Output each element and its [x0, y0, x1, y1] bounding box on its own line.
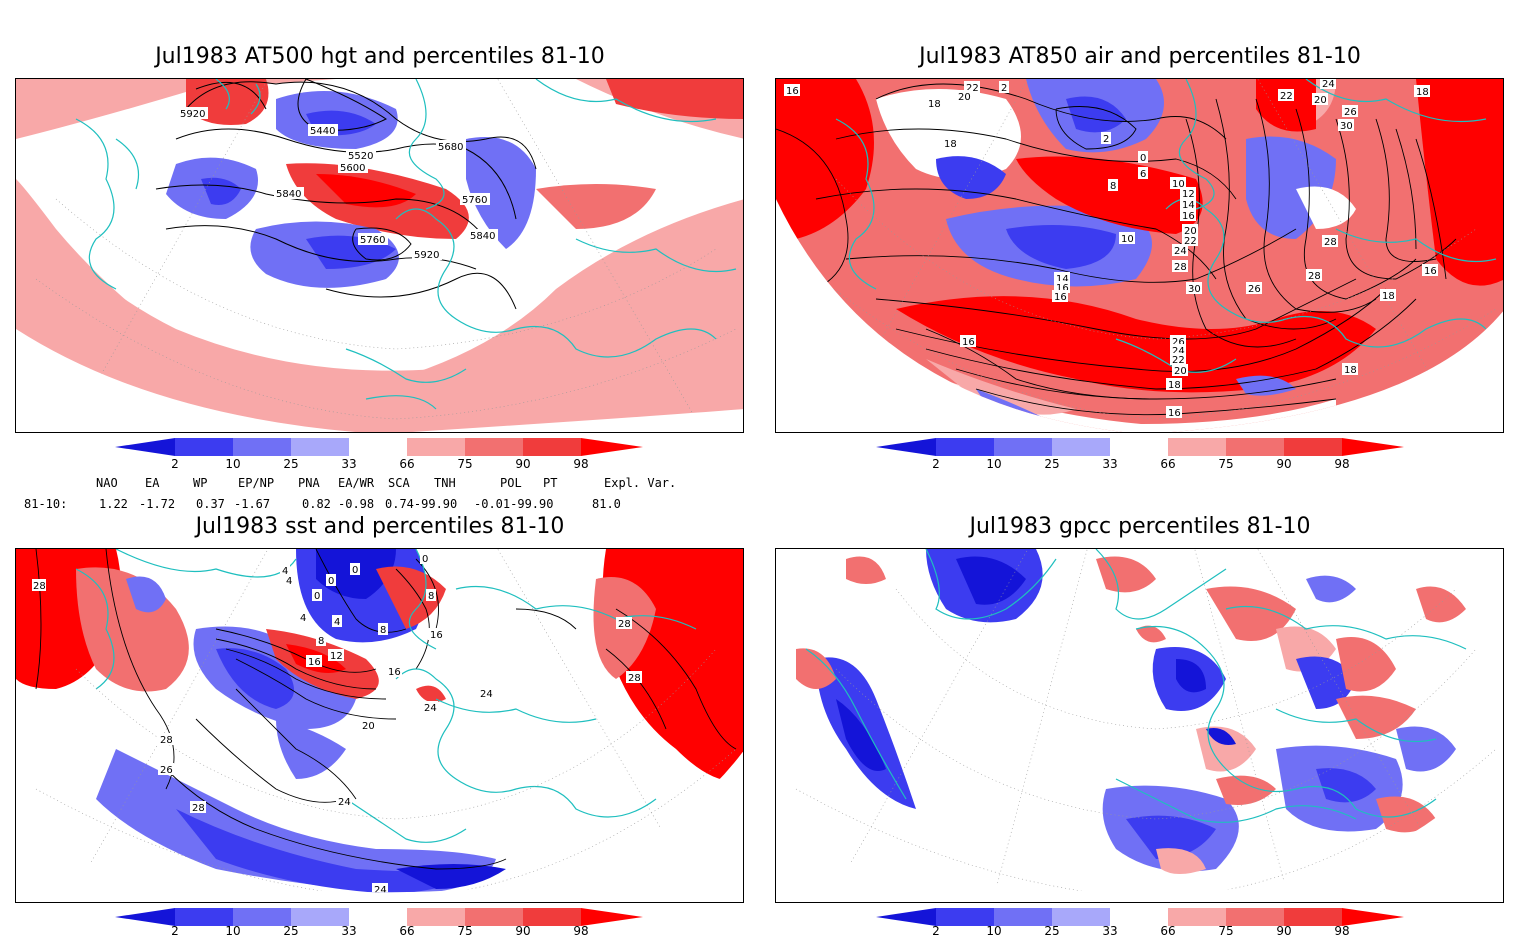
svg-text:5600: 5600: [340, 163, 365, 174]
svg-text:4: 4: [334, 617, 340, 628]
svg-text:28: 28: [618, 619, 631, 630]
colorbar-sst: [115, 908, 643, 926]
svg-text:5840: 5840: [276, 189, 301, 200]
svg-text:10: 10: [1172, 179, 1185, 190]
svg-text:22: 22: [1184, 236, 1197, 247]
svg-text:8: 8: [380, 625, 386, 636]
svg-text:5920: 5920: [180, 109, 205, 120]
svg-text:16: 16: [1182, 211, 1195, 222]
svg-text:18: 18: [1168, 380, 1181, 391]
svg-text:5920: 5920: [414, 250, 439, 261]
map-sst: 28 4 4 0 0 0 0 4 8 4 8 8 12 16 16 16 20 …: [15, 548, 744, 903]
svg-text:18: 18: [944, 139, 957, 150]
svg-text:5760: 5760: [462, 195, 487, 206]
svg-text:28: 28: [1308, 271, 1321, 282]
svg-text:4: 4: [282, 566, 288, 577]
panel-title-hgt500: Jul1983 AT500 hgt and percentiles 81-10: [155, 44, 605, 69]
svg-text:28: 28: [33, 581, 46, 592]
svg-text:16: 16: [1056, 283, 1069, 294]
svg-text:16: 16: [308, 657, 321, 668]
colorbar-hgt500: [115, 438, 643, 456]
svg-text:24: 24: [1172, 346, 1185, 357]
svg-text:24: 24: [480, 689, 493, 700]
svg-text:16: 16: [786, 86, 799, 97]
svg-text:26: 26: [1248, 284, 1261, 295]
svg-text:28: 28: [1174, 262, 1187, 273]
svg-text:5760: 5760: [360, 235, 385, 246]
svg-text:2: 2: [1001, 83, 1007, 94]
svg-text:5440: 5440: [310, 126, 335, 137]
svg-text:26: 26: [1172, 337, 1185, 348]
svg-text:30: 30: [1188, 284, 1201, 295]
svg-text:20: 20: [1184, 226, 1197, 237]
svg-text:18: 18: [1344, 365, 1357, 376]
svg-text:24: 24: [1322, 79, 1335, 90]
svg-text:0: 0: [422, 554, 428, 565]
svg-text:5840: 5840: [470, 231, 495, 242]
svg-text:24: 24: [424, 703, 437, 714]
colorbar-air850: [876, 438, 1404, 456]
svg-text:5520: 5520: [348, 151, 373, 162]
contour-labels-air850: 16 22 20 18 2 18 2 0 6 8 10 12 14 16 20 …: [784, 79, 1438, 419]
colorbar-gpcc: [876, 908, 1404, 926]
svg-text:22: 22: [966, 83, 979, 94]
svg-text:16: 16: [962, 337, 975, 348]
svg-text:12: 12: [330, 651, 343, 662]
svg-text:16: 16: [1054, 292, 1067, 303]
svg-text:0: 0: [352, 565, 358, 576]
svg-text:8: 8: [318, 636, 324, 647]
svg-text:8: 8: [428, 591, 434, 602]
svg-text:20: 20: [958, 92, 971, 103]
svg-text:24: 24: [374, 885, 387, 896]
svg-text:18: 18: [928, 99, 941, 110]
svg-text:24: 24: [338, 797, 351, 808]
svg-text:28: 28: [628, 673, 641, 684]
svg-text:4: 4: [286, 576, 292, 587]
map-hgt500: 5920 5440 5520 5600 5680 5840 5760 5760 …: [15, 78, 744, 433]
svg-text:6: 6: [1140, 169, 1146, 180]
map-gpcc: [775, 548, 1504, 903]
svg-text:22: 22: [1172, 355, 1185, 366]
map-air850: 16 22 20 18 2 18 2 0 6 8 10 12 14 16 20 …: [775, 78, 1504, 433]
svg-text:16: 16: [430, 630, 443, 641]
svg-text:8: 8: [1110, 181, 1116, 192]
svg-text:28: 28: [1324, 237, 1337, 248]
svg-text:18: 18: [1416, 87, 1429, 98]
svg-text:22: 22: [1280, 91, 1293, 102]
panel-title-sst: Jul1983 sst and percentiles 81-10: [195, 514, 565, 539]
svg-text:16: 16: [1424, 266, 1437, 277]
svg-text:24: 24: [1174, 246, 1187, 257]
svg-text:20: 20: [1314, 95, 1327, 106]
svg-text:16: 16: [1168, 408, 1181, 419]
svg-text:26: 26: [1344, 107, 1357, 118]
svg-text:0: 0: [1140, 153, 1146, 164]
svg-text:14: 14: [1056, 274, 1069, 285]
contour-labels-hgt500: 5920 5440 5520 5600 5680 5840 5760 5760 …: [178, 107, 498, 261]
svg-text:10: 10: [1121, 234, 1134, 245]
panel-title-gpcc: Jul1983 gpcc percentiles 81-10: [969, 514, 1311, 539]
svg-text:4: 4: [300, 613, 306, 624]
svg-text:20: 20: [362, 721, 375, 732]
svg-text:5680: 5680: [438, 142, 463, 153]
svg-text:30: 30: [1340, 121, 1353, 132]
svg-text:16: 16: [388, 667, 401, 678]
svg-text:20: 20: [1174, 366, 1187, 377]
svg-text:2: 2: [1103, 134, 1109, 145]
svg-text:26: 26: [160, 765, 173, 776]
contour-labels-sst: 28 4 4 0 0 0 0 4 8 4 8 8 12 16 16 16 20 …: [32, 552, 642, 896]
panel-title-air850: Jul1983 AT850 air and percentiles 81-10: [919, 44, 1361, 69]
svg-text:28: 28: [192, 803, 205, 814]
svg-text:0: 0: [314, 591, 320, 602]
svg-text:12: 12: [1182, 189, 1195, 200]
svg-text:18: 18: [1382, 291, 1395, 302]
svg-text:28: 28: [160, 735, 173, 746]
svg-text:14: 14: [1182, 200, 1195, 211]
svg-text:0: 0: [328, 576, 334, 587]
